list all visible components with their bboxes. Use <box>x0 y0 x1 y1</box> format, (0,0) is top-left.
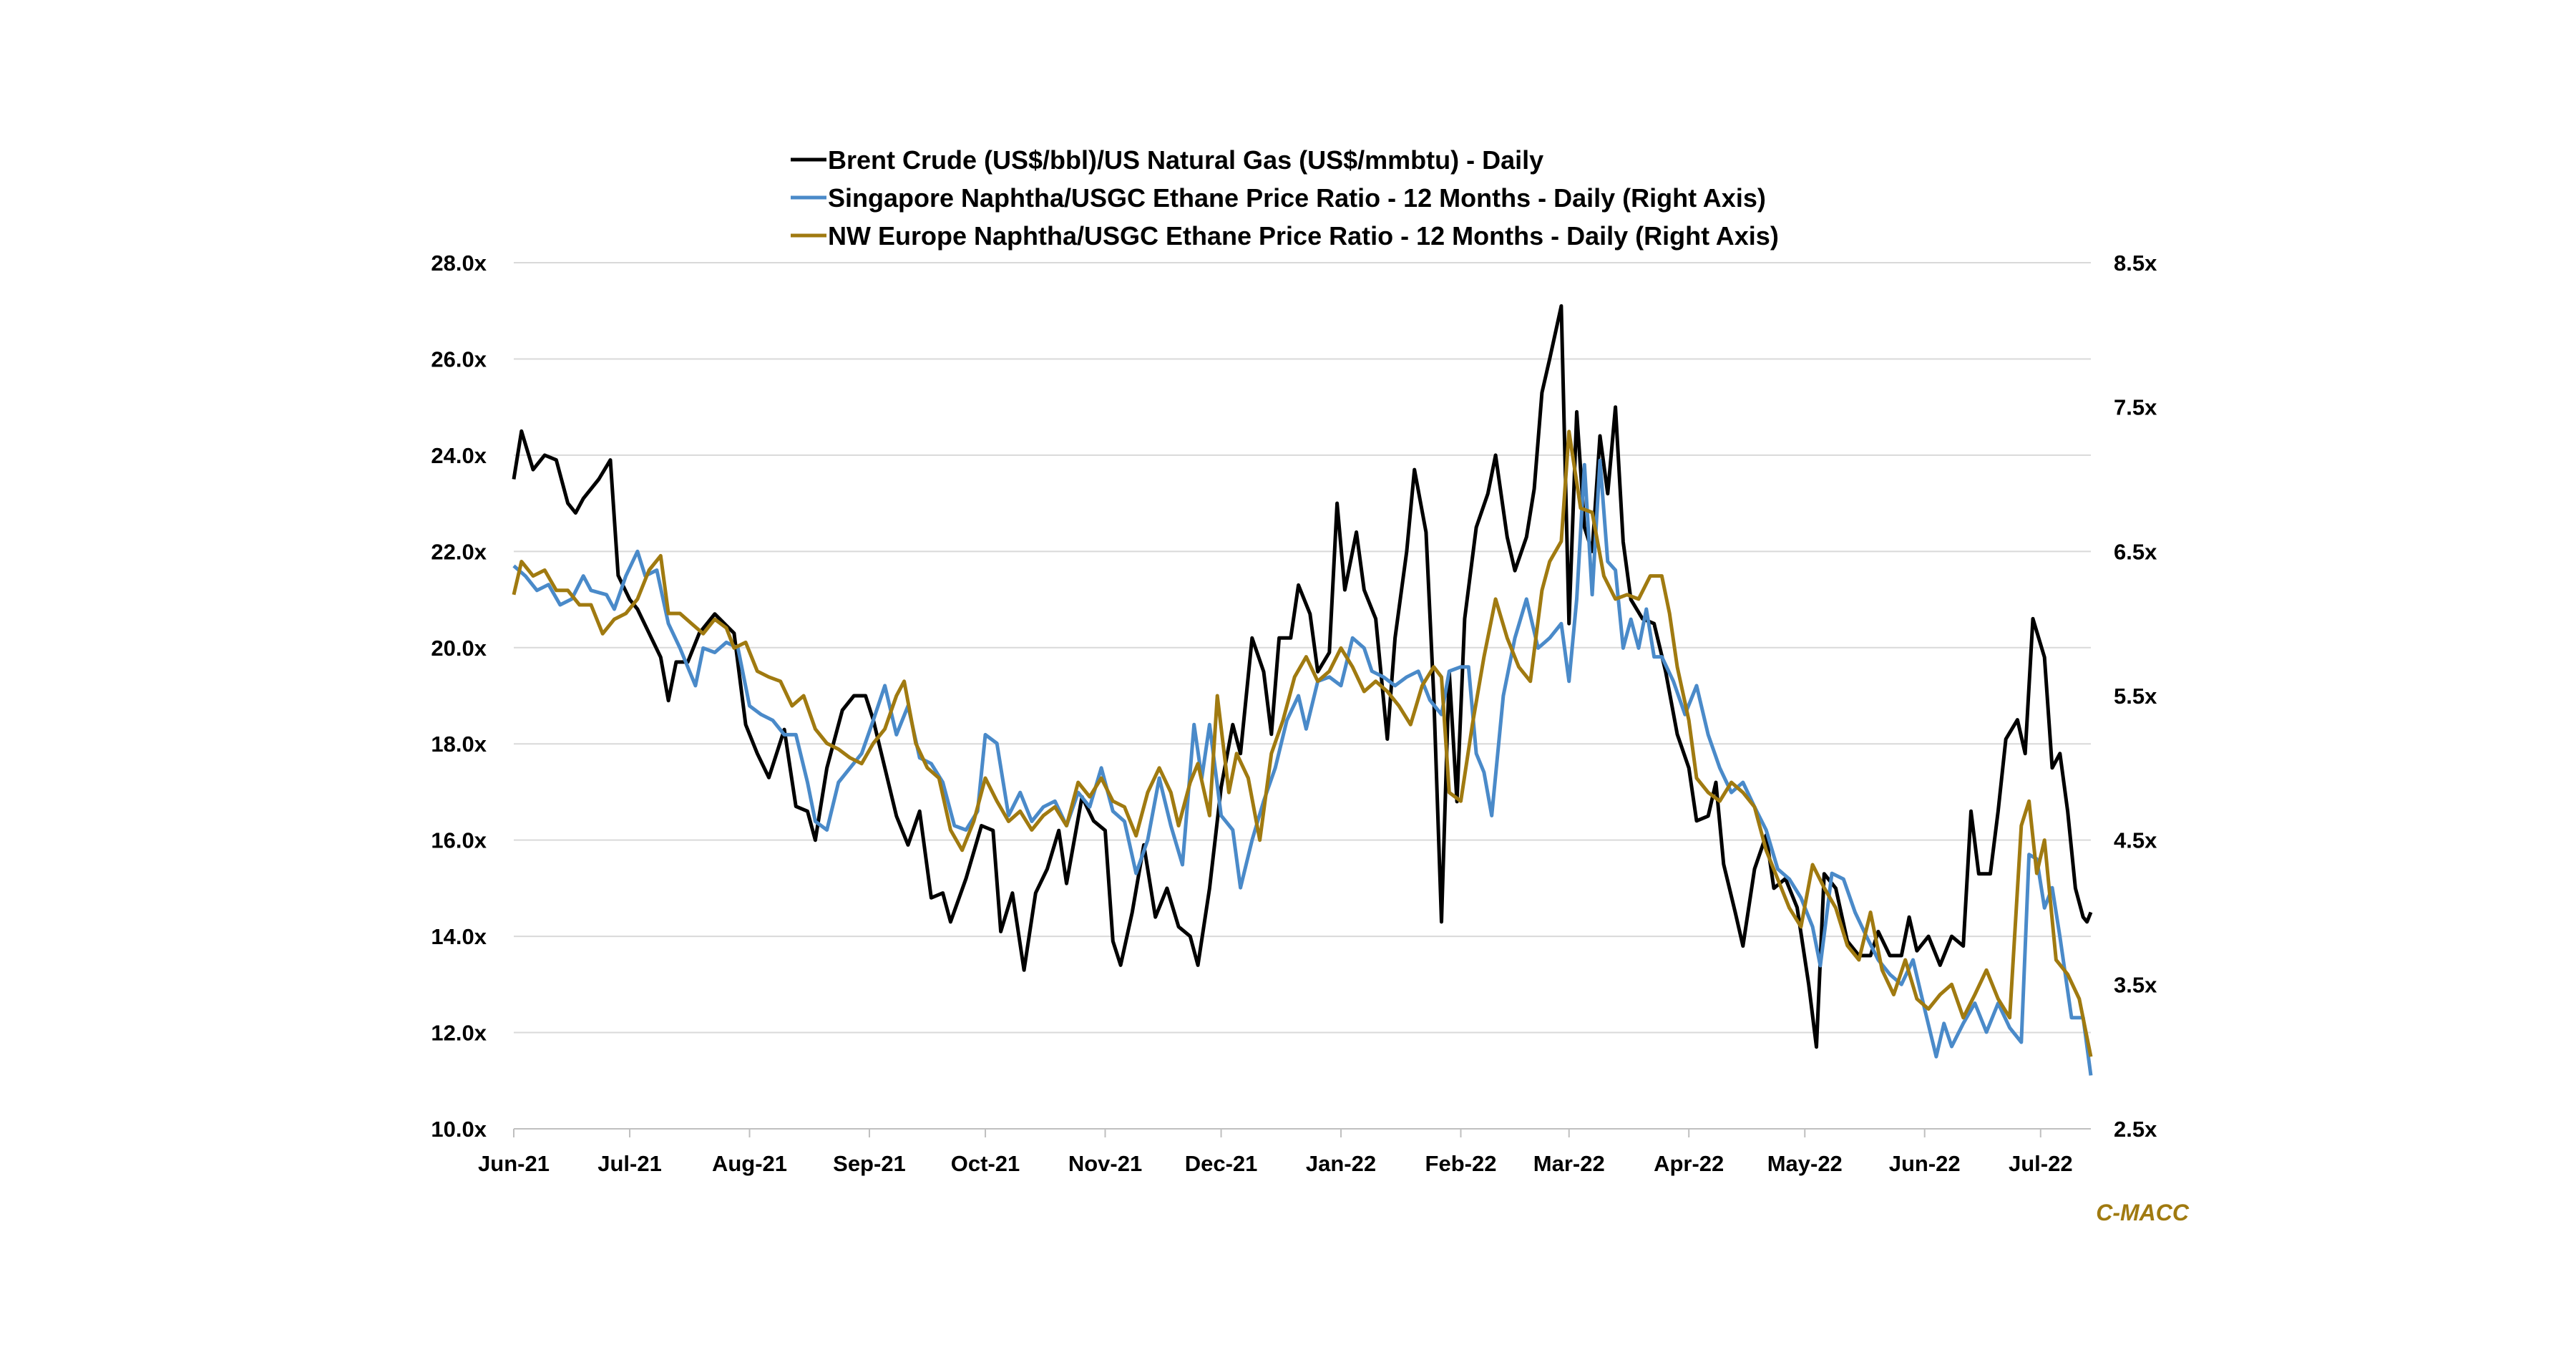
right-tick-label: 6.5x <box>2114 539 2157 564</box>
x-tick-label: Oct-21 <box>951 1151 1020 1176</box>
legend-label: Brent Crude (US$/bbl)/US Natural Gas (US… <box>828 145 1543 175</box>
x-tick-label: Jun-21 <box>478 1151 550 1176</box>
series-lines <box>512 304 2093 1076</box>
x-tick-label: Aug-21 <box>712 1151 787 1176</box>
legend-label: NW Europe Naphtha/USGC Ethane Price Rati… <box>828 221 1779 251</box>
series-line-2 <box>512 458 2093 1076</box>
legend-label: Singapore Naphtha/USGC Ethane Price Rati… <box>828 183 1766 213</box>
left-tick-label: 12.0x <box>431 1021 487 1046</box>
right-axis-ticks: 2.5x 3.5x 4.5x 5.5x 6.5x 7.5x 8.5x <box>2114 251 2157 1142</box>
right-tick-label: 2.5x <box>2114 1117 2157 1142</box>
left-tick-label: 16.0x <box>431 828 487 853</box>
series-line-3 <box>512 429 2093 1057</box>
left-tick-label: 22.0x <box>431 539 487 564</box>
x-tick-label: Apr-22 <box>1654 1151 1724 1176</box>
source-label: C-MACC <box>2096 1200 2190 1225</box>
x-tick-label: Feb-22 <box>1425 1151 1497 1176</box>
left-tick-label: 10.0x <box>431 1117 487 1142</box>
gridlines <box>514 262 2091 1130</box>
x-tick-label: Sep-21 <box>833 1151 906 1176</box>
right-tick-label: 5.5x <box>2114 684 2157 709</box>
right-tick-label: 4.5x <box>2114 828 2157 853</box>
x-axis-ticks: Jun-21 Jul-21 Aug-21 Sep-21 Oct-21 Nov-21 Dec-… <box>478 1129 2073 1176</box>
left-tick-label: 14.0x <box>431 924 487 949</box>
x-tick-label: Dec-21 <box>1185 1151 1258 1176</box>
x-tick-label: Nov-21 <box>1068 1151 1142 1176</box>
x-tick-label: Jun-22 <box>1889 1151 1961 1176</box>
legend: Brent Crude (US$/bbl)/US Natural Gas (US… <box>791 145 1779 251</box>
left-tick-label: 20.0x <box>431 636 487 661</box>
right-tick-label: 7.5x <box>2114 395 2157 420</box>
left-tick-label: 28.0x <box>431 251 487 276</box>
x-tick-label: Mar-22 <box>1533 1151 1605 1176</box>
x-tick-label: Jul-22 <box>2009 1151 2073 1176</box>
left-tick-label: 26.0x <box>431 346 487 372</box>
left-tick-label: 18.0x <box>431 732 487 757</box>
right-tick-label: 3.5x <box>2114 972 2157 997</box>
x-tick-label: Jan-22 <box>1306 1151 1376 1176</box>
right-tick-label: 8.5x <box>2114 251 2157 276</box>
x-tick-label: May-22 <box>1767 1151 1843 1176</box>
left-axis-ticks: 10.0x 12.0x 14.0x 16.0x 18.0x 20.0x 22.0x 24.0x… <box>431 251 487 1142</box>
x-tick-label: Jul-21 <box>597 1151 662 1176</box>
left-tick-label: 24.0x <box>431 443 487 468</box>
